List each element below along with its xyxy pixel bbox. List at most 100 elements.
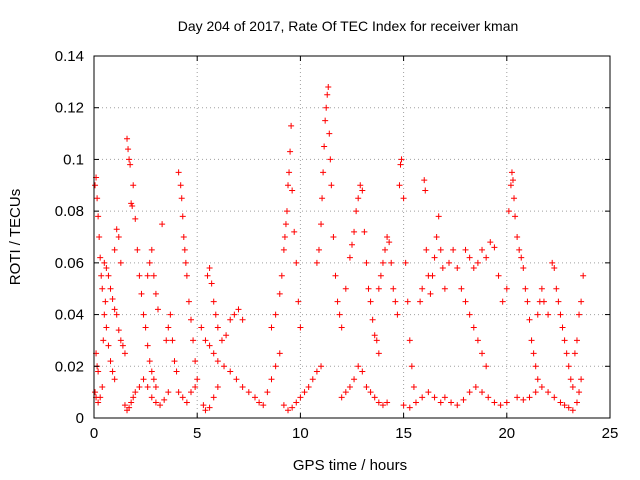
data-point	[212, 311, 219, 318]
data-point	[260, 402, 267, 409]
data-point	[336, 311, 343, 318]
data-point	[128, 200, 135, 207]
data-point	[144, 383, 151, 390]
data-point	[268, 376, 275, 383]
data-point	[94, 195, 101, 202]
data-point	[508, 169, 515, 176]
data-point	[140, 311, 147, 318]
data-point	[125, 146, 132, 153]
x-axis-label: GPS time / hours	[293, 457, 407, 474]
data-point	[101, 259, 108, 266]
data-point	[462, 298, 469, 305]
data-point	[150, 376, 157, 383]
data-point	[346, 383, 353, 390]
data-point	[264, 389, 271, 396]
data-point	[115, 327, 122, 334]
data-point	[173, 368, 180, 375]
data-point	[549, 259, 556, 266]
data-point	[384, 234, 391, 240]
data-point	[97, 254, 104, 261]
data-point	[305, 383, 312, 390]
data-point	[206, 265, 213, 272]
data-point	[202, 337, 209, 344]
data-point	[509, 177, 516, 184]
data-point	[522, 285, 529, 292]
data-point	[126, 404, 133, 411]
data-point	[561, 402, 568, 409]
data-point	[580, 272, 587, 279]
data-point	[371, 332, 378, 339]
data-point	[320, 169, 327, 176]
data-point	[382, 246, 389, 253]
data-point	[210, 350, 217, 357]
data-point	[538, 285, 545, 292]
data-point	[534, 311, 541, 318]
data-point	[524, 298, 531, 305]
data-point	[95, 399, 102, 406]
data-point	[282, 221, 289, 228]
data-point	[419, 394, 426, 401]
data-point	[318, 363, 325, 370]
data-point	[309, 376, 316, 383]
data-point	[410, 383, 417, 390]
data-point	[283, 208, 290, 215]
data-point	[371, 394, 378, 401]
data-point	[479, 246, 486, 253]
data-point	[386, 239, 393, 246]
data-point	[117, 337, 124, 344]
data-point	[355, 195, 362, 202]
data-point	[152, 399, 159, 406]
data-point	[324, 91, 331, 98]
data-point	[323, 104, 330, 111]
data-point	[458, 285, 465, 292]
data-point	[152, 383, 159, 390]
data-point	[138, 290, 145, 297]
data-point	[154, 306, 161, 313]
data-point	[367, 389, 374, 396]
axis-ticks	[93, 55, 611, 419]
data-point	[353, 208, 360, 215]
data-point	[565, 404, 572, 411]
data-point	[334, 298, 341, 305]
data-point	[95, 368, 102, 375]
data-point	[526, 316, 533, 323]
data-point	[321, 143, 328, 150]
data-point	[450, 246, 457, 253]
y-tick-label: 0.14	[55, 48, 84, 65]
data-point	[534, 376, 541, 383]
data-point	[97, 394, 104, 401]
data-point	[429, 272, 436, 279]
data-point	[159, 221, 166, 228]
data-point	[161, 396, 168, 403]
data-point	[214, 324, 221, 331]
data-point	[128, 399, 135, 406]
x-tick-label: 15	[395, 425, 412, 442]
data-point	[338, 394, 345, 401]
data-point	[491, 244, 498, 251]
data-point	[419, 285, 426, 292]
data-point	[578, 376, 585, 383]
data-point	[288, 122, 295, 129]
data-point	[526, 394, 533, 401]
data-point	[557, 311, 564, 318]
data-point	[105, 272, 112, 279]
data-point	[92, 389, 99, 396]
data-point	[398, 156, 405, 163]
data-point	[507, 182, 514, 189]
data-point	[470, 265, 477, 272]
data-point	[183, 272, 190, 279]
data-point	[210, 394, 217, 401]
y-tick-labels: 0 0.02 0.04 0.06 0.08 0.1 0.12 0.14	[55, 48, 84, 427]
data-point	[470, 324, 477, 331]
data-point	[427, 290, 434, 297]
data-point	[483, 363, 490, 370]
data-point	[365, 285, 372, 292]
data-point	[111, 246, 118, 253]
data-point	[140, 376, 147, 383]
data-point	[441, 394, 448, 401]
data-point	[483, 254, 490, 261]
data-point	[105, 342, 112, 349]
data-point	[497, 402, 504, 409]
data-point	[99, 285, 106, 292]
